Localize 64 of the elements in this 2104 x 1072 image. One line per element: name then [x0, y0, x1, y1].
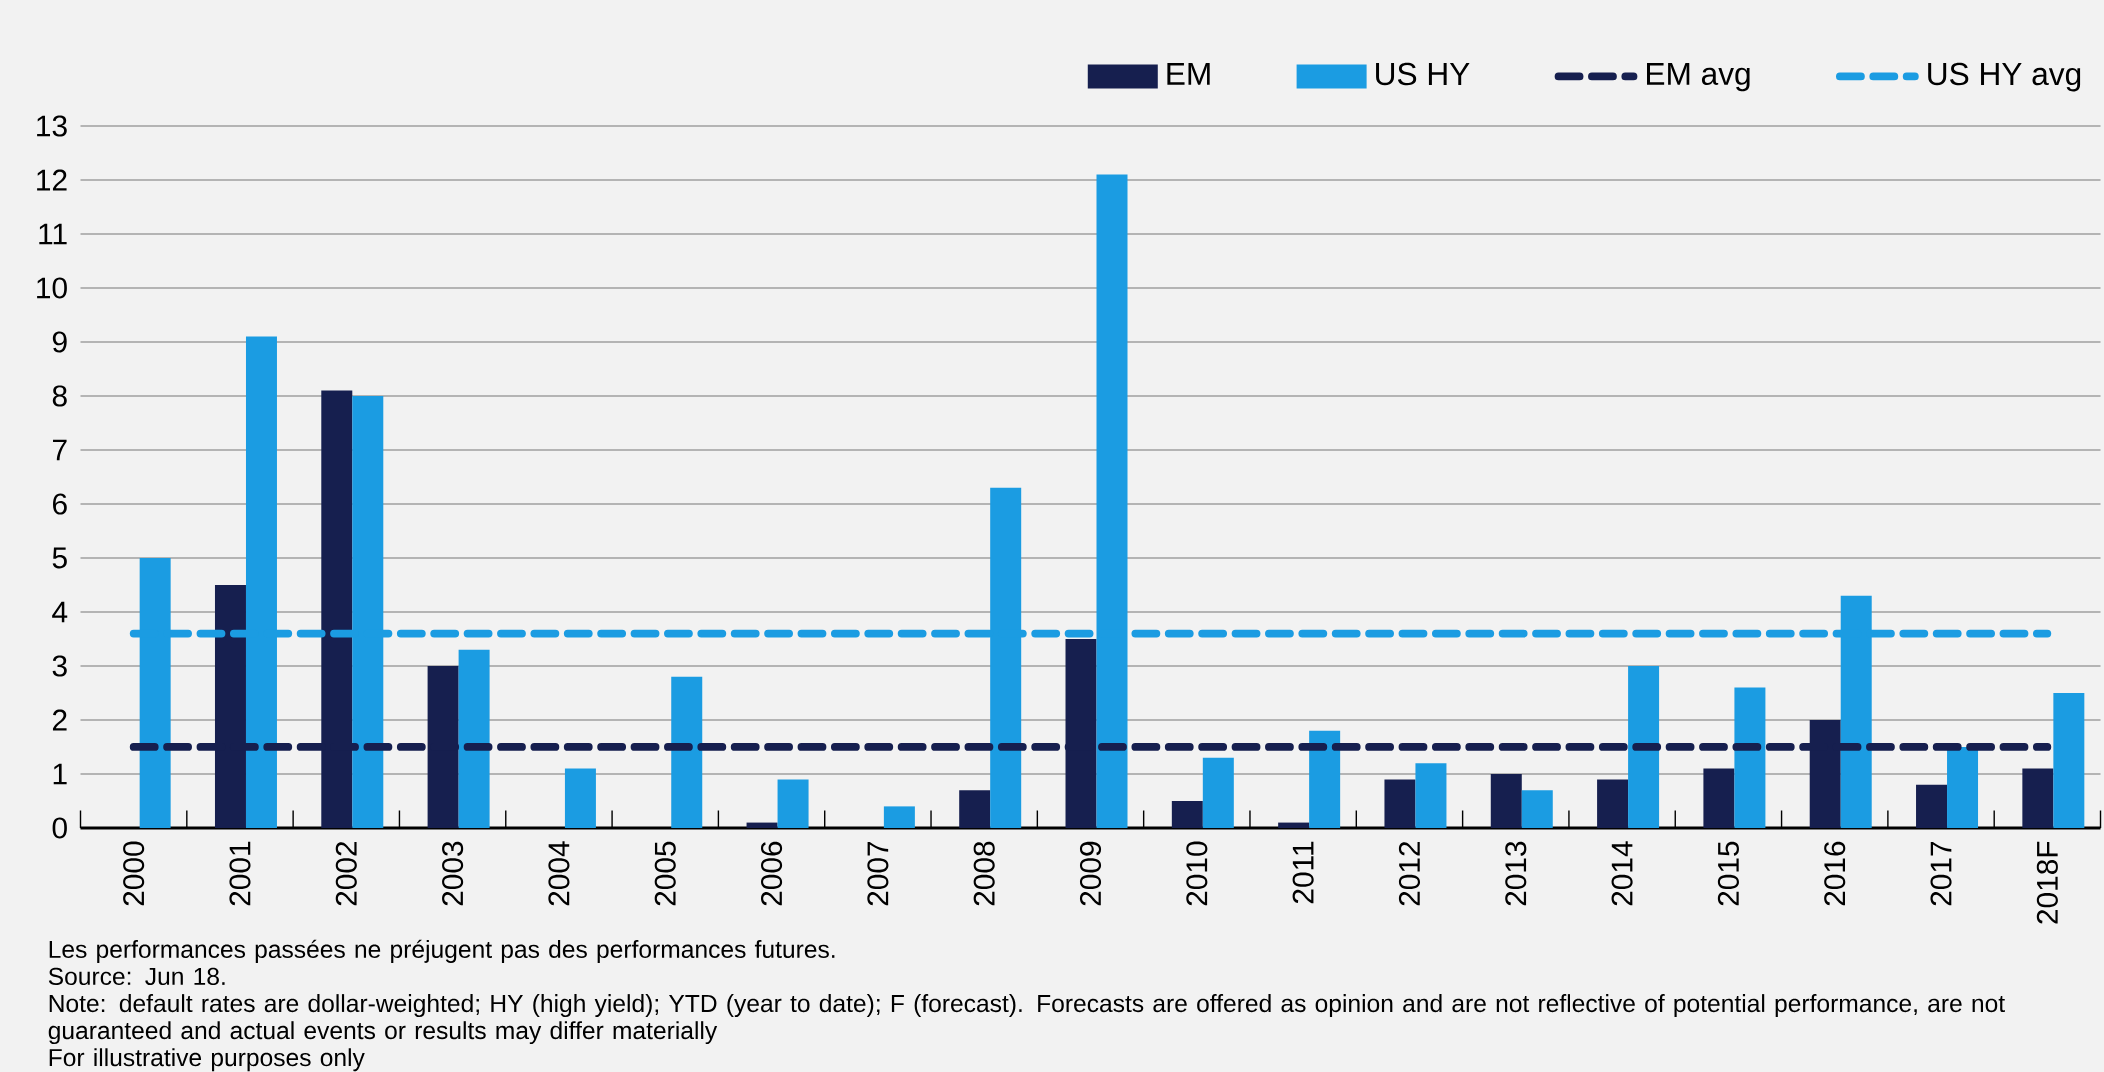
bar — [564, 768, 596, 828]
bar — [1628, 665, 1660, 828]
bar — [1384, 779, 1416, 828]
y-tick-label: 5 — [52, 547, 67, 569]
x-tick-label: 2006 — [761, 841, 783, 906]
legend-label: US HY avg — [1928, 62, 2081, 92]
legend-label: US HY — [1376, 62, 1470, 86]
y-tick-label: 4 — [52, 601, 68, 623]
text: For illustrative purposes only — [49, 1048, 365, 1072]
x-tick-label: 2011 — [1292, 841, 1314, 904]
x-tick-label: 2000 — [123, 841, 145, 906]
x-tick-label: 2009 — [1079, 841, 1102, 906]
text: Note: default rates are dollar-weighted; HY (high yield); YTD (year to date); F (forecast). Forecasts are offered as opinion and are not reflective of potential performance, are not guaranteed and actual events or results may differ materially — [48, 994, 2005, 1045]
bar — [1490, 773, 1522, 828]
y-tick-label: 6 — [53, 493, 67, 515]
bar — [777, 779, 809, 828]
bar — [458, 649, 490, 828]
text: Les performances passées ne préjugent pas des performances futures. — [49, 939, 835, 963]
source-note: Source: Jun 18. — [48, 967, 225, 986]
x-tick-label: 2002 — [335, 841, 357, 906]
bar — [1703, 768, 1735, 828]
x-tick-label: 2018F — [2036, 841, 2058, 924]
y-tick-label: 12 — [37, 169, 67, 191]
legend-label: EM — [1167, 62, 1210, 85]
bar — [2053, 692, 2085, 828]
x-tick-label: 2008 — [973, 841, 995, 906]
x-tick-label: 2001 — [229, 841, 251, 906]
y-tick-label: 9 — [52, 331, 67, 353]
x-tick-label: 2010 — [1186, 841, 1208, 906]
x-tick-label: 2013 — [1505, 841, 1527, 906]
bar — [1947, 746, 1979, 828]
x-tick-label: 2004 — [548, 841, 570, 906]
bar — [959, 790, 991, 828]
x-tick-label: 2014 — [1611, 841, 1633, 906]
y-tick-label: 1 — [53, 763, 67, 785]
bar — [1597, 779, 1629, 828]
x-tick-label: 2017 — [1930, 841, 1952, 906]
bar — [671, 676, 703, 828]
bar — [1309, 730, 1341, 828]
y-tick-label: 7 — [53, 439, 67, 461]
bar — [2022, 768, 2054, 828]
x-tick-label: 2007 — [867, 841, 889, 906]
y-tick-label: 8 — [52, 385, 67, 407]
bar — [746, 822, 778, 828]
y-tick-label: 13 — [37, 115, 67, 137]
bar — [1202, 757, 1234, 828]
y-tick-label: 0 — [52, 817, 67, 839]
y-tick-label: 2 — [52, 709, 67, 731]
bar — [1916, 784, 1948, 828]
x-tick-label: 2003 — [442, 841, 464, 906]
bar — [1521, 790, 1553, 828]
y-tick-label: 3 — [52, 655, 67, 677]
y-tick-label: 10 — [37, 277, 67, 299]
bar — [1415, 763, 1447, 828]
bar — [1734, 687, 1766, 828]
x-tick-label: 2016 — [1824, 841, 1846, 906]
x-tick-label: 2005 — [654, 841, 676, 906]
x-tick-label: 2012 — [1398, 841, 1421, 906]
bar — [1278, 822, 1310, 828]
x-tick-label: 2015 — [1717, 841, 1739, 906]
bar — [1171, 800, 1203, 828]
y-tick-label: 11 — [39, 223, 67, 245]
bar — [883, 806, 915, 828]
legend-label: EM avg — [1647, 62, 1750, 92]
